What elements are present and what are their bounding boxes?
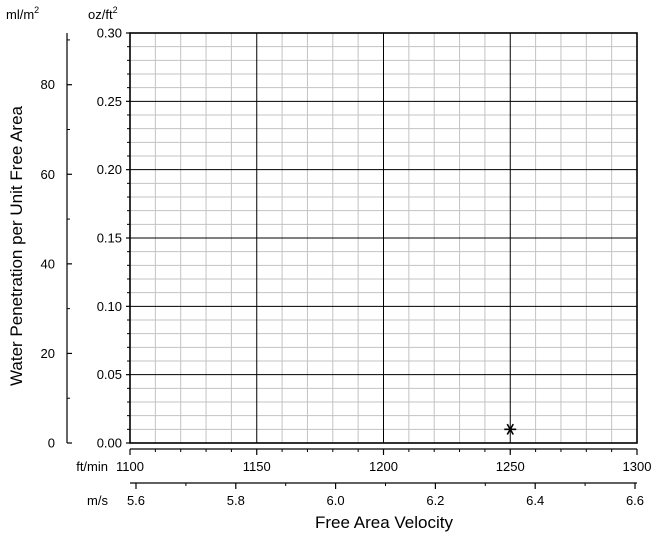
oz-per-ft2-tick-label: 0.30 (97, 26, 122, 41)
m-per-s-tick-label: 6.6 (626, 493, 644, 508)
x-axis-title: Free Area Velocity (315, 513, 453, 532)
m-per-s-tick-label: 5.6 (127, 493, 145, 508)
y-unit-left-label: ml/m2 (6, 5, 39, 22)
oz-per-ft2-tick-label: 0.05 (97, 367, 122, 382)
data-points (504, 423, 517, 435)
oz-per-ft2-tick-label: 0.25 (97, 94, 122, 109)
inner-axis-oz-per-ft2: 0.00 0.05 0.10 0.15 0.20 0.25 0.30 (97, 26, 130, 451)
x-axis-m-per-s: 5.6 5.8 6.0 6.2 6.4 6.6 (127, 482, 644, 508)
data-point-asterisk (504, 423, 517, 435)
oz-per-ft2-tick-label: 0.20 (97, 162, 122, 177)
ml-per-m2-tick-label: 80 (41, 77, 55, 92)
m-per-s-tick-label: 6.2 (426, 493, 444, 508)
ft-per-min-tick-label: 1100 (116, 459, 144, 474)
m-per-s-tick-label: 5.8 (227, 493, 245, 508)
y-axis-title: Water Penetration per Unit Free Area (7, 105, 26, 386)
ft-per-min-tick-label: 1300 (623, 459, 652, 474)
x-unit-top-label: ft/min (76, 459, 108, 474)
ft-per-min-tick-label: 1200 (369, 459, 398, 474)
asterisk-stroke (506, 423, 514, 435)
left-axis-ml-per-m2: 0 20 40 60 80 (41, 33, 72, 451)
major-gridlines (130, 33, 637, 443)
ml-per-m2-tick-label: 20 (41, 346, 55, 361)
m-per-s-tick-label: 6.4 (526, 493, 544, 508)
x-unit-bottom-label: m/s (87, 493, 108, 508)
x-axis-ft-per-min: 1100 1150 1200 1250 1300 (116, 448, 652, 474)
oz-per-ft2-tick-label: 0.00 (97, 436, 122, 451)
oz-per-ft2-tick-label: 0.10 (97, 299, 122, 314)
oz-per-ft2-tick-label: 0.15 (97, 231, 122, 246)
ml-per-m2-tick-label: 40 (41, 256, 55, 271)
ml-per-m2-tick-label: 60 (41, 167, 55, 182)
ft-per-min-tick-label: 1150 (243, 459, 271, 474)
ft-per-min-tick-label: 1250 (496, 459, 525, 474)
m-per-s-tick-label: 6.0 (327, 493, 345, 508)
ml-per-m2-tick-label: 0 (48, 436, 55, 451)
y-unit-right-label: oz/ft2 (88, 5, 118, 22)
